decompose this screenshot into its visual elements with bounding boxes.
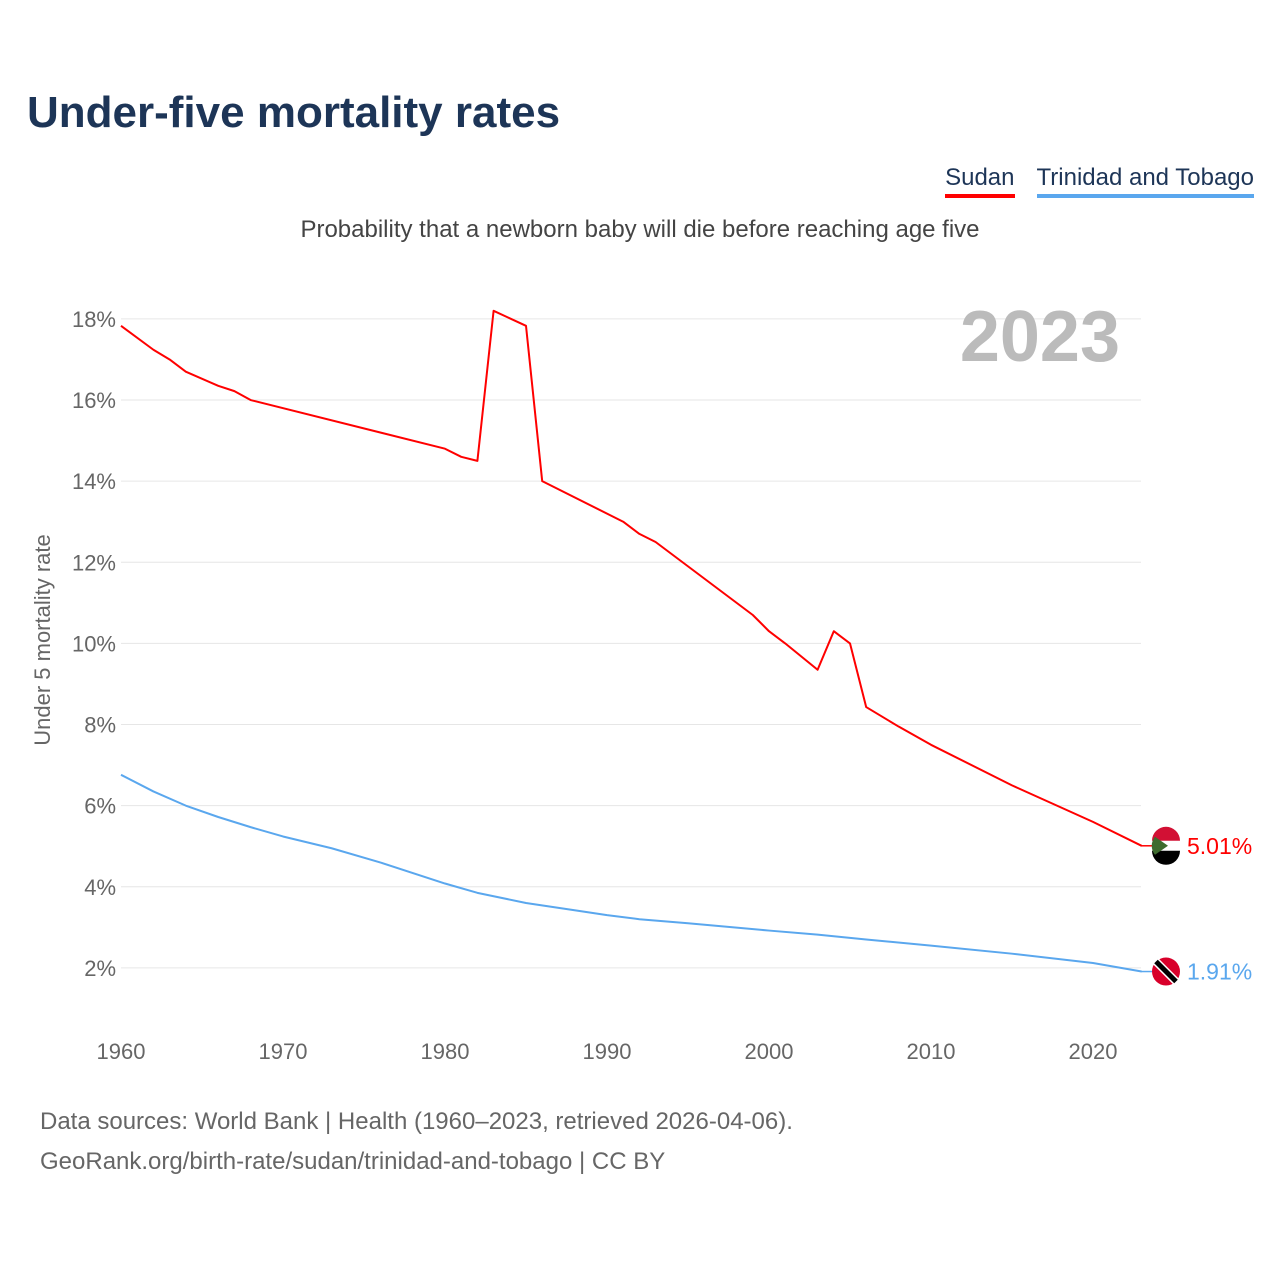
x-tick-label: 2000 <box>745 1039 794 1064</box>
series-line-trinidad <box>120 773 1142 973</box>
y-tick-label: 2% <box>84 956 116 981</box>
y-tick-label: 16% <box>72 388 116 413</box>
flag-stripe <box>1152 826 1181 841</box>
y-axis-label: Under 5 mortality rate <box>30 534 55 746</box>
y-tick-label: 14% <box>72 469 116 494</box>
x-tick-label: 2020 <box>1069 1039 1118 1064</box>
y-tick-label: 6% <box>84 794 116 819</box>
end-value-label: 1.91% <box>1187 959 1252 985</box>
y-tick-label: 12% <box>72 550 116 575</box>
x-tick-label: 1960 <box>97 1039 146 1064</box>
legend-sudan[interactable]: Sudan <box>945 164 1015 198</box>
flag-stripe <box>1152 850 1181 865</box>
source-line-1: Data sources: World Bank | Health (1960–… <box>40 1108 793 1135</box>
y-tick-label: 10% <box>72 631 116 656</box>
x-tick-label: 1970 <box>259 1039 308 1064</box>
end-value-label: 5.01% <box>1187 833 1252 859</box>
x-tick-label: 1980 <box>421 1039 470 1064</box>
flag-triangle <box>1151 836 1168 855</box>
y-tick-label: 8% <box>84 713 116 738</box>
legend: Sudan Trinidad and Tobago <box>945 164 1254 198</box>
legend-trinidad[interactable]: Trinidad and Tobago <box>1036 164 1254 198</box>
series-line-sudan <box>120 309 1143 847</box>
chart-subtitle: Probability that a newborn baby will die… <box>300 216 980 243</box>
y-tick-label: 4% <box>84 875 116 900</box>
year-label: 2023 <box>960 297 1120 377</box>
source-line-2: GeoRank.org/birth-rate/sudan/trinidad-an… <box>40 1148 666 1175</box>
x-tick-label: 2010 <box>907 1039 956 1064</box>
x-tick-label: 1990 <box>583 1039 632 1064</box>
flag-stripe <box>1154 959 1178 984</box>
y-tick-label: 18% <box>72 307 116 332</box>
chart-title: Under-five mortality rates <box>27 88 561 137</box>
